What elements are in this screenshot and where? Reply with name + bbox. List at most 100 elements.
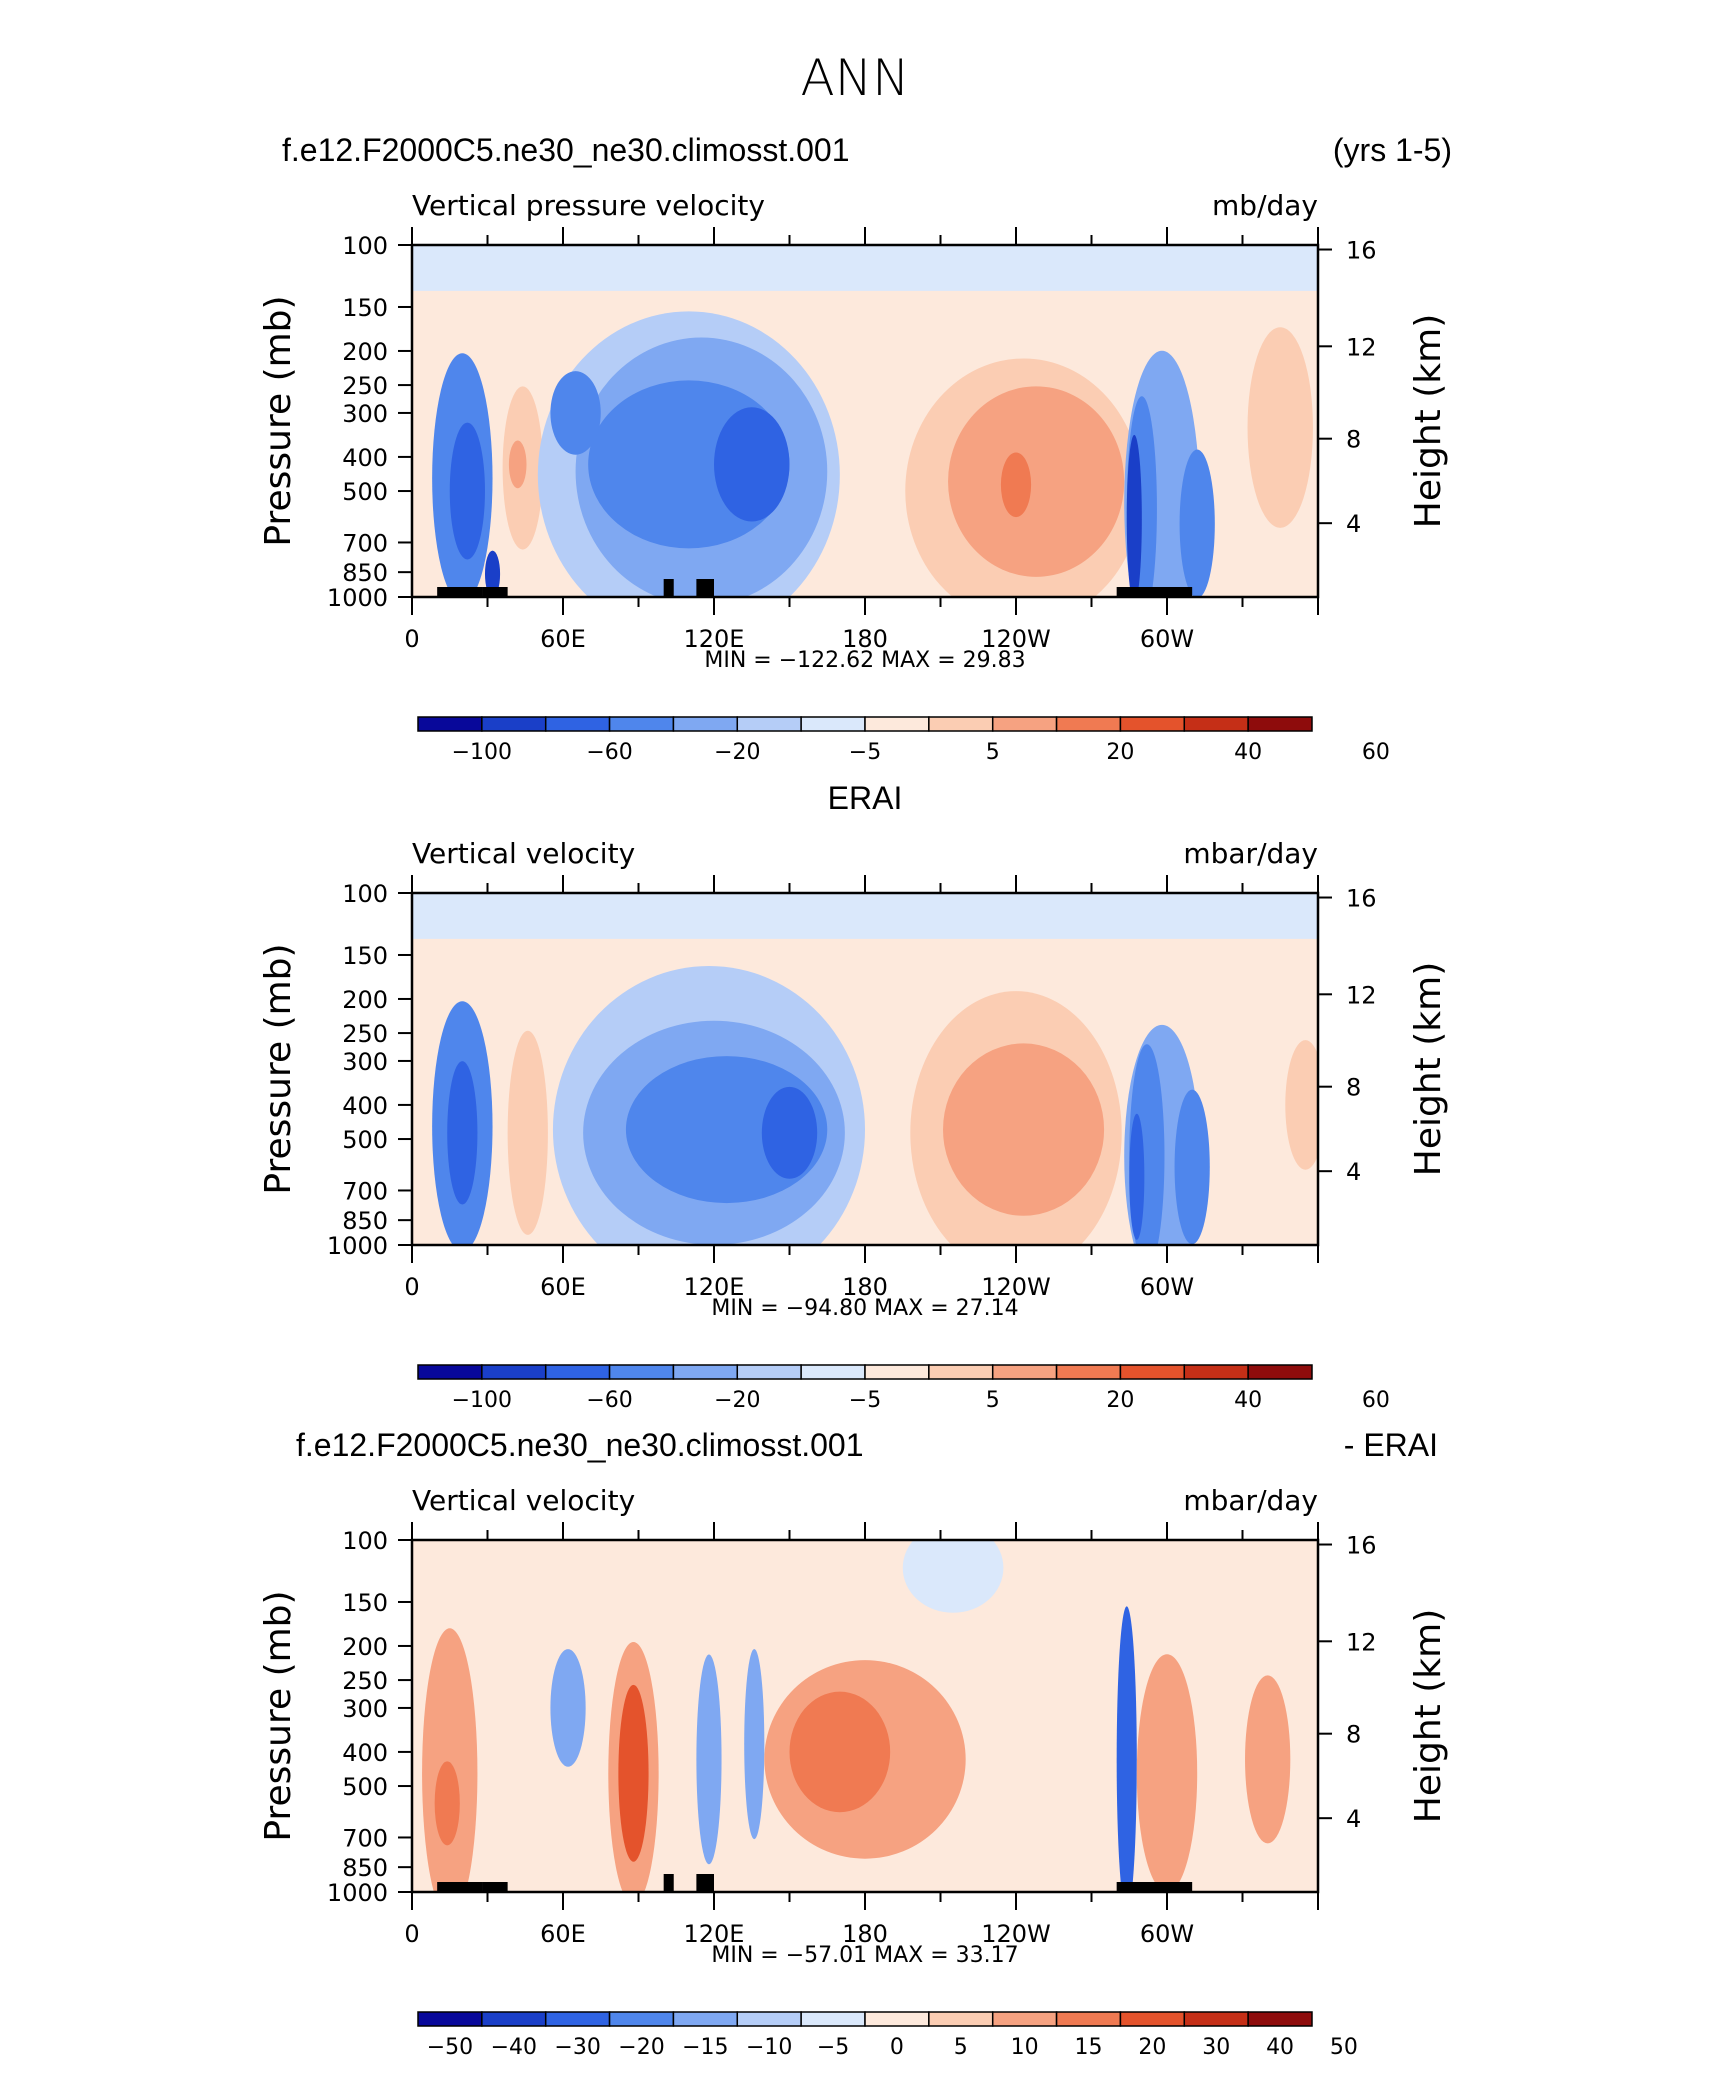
topography-mask: [482, 587, 508, 597]
colorbar-swatch: [608, 716, 675, 732]
contour-region: [696, 1654, 722, 1865]
colorbar-label: −100: [452, 1388, 512, 1413]
colorbar-swatch: [417, 1364, 483, 1380]
y-tick-label: 850: [342, 1854, 388, 1882]
topography-mask: [437, 1882, 483, 1892]
y2-tick-label: 12: [1346, 1628, 1377, 1656]
variable-label: Vertical velocity: [412, 1484, 635, 1517]
colorbar-label: 60: [1362, 1388, 1390, 1413]
y2-tick-label: 16: [1346, 1532, 1377, 1560]
y-tick-label: 1000: [327, 1879, 388, 1907]
contour-region: [1245, 1675, 1291, 1844]
y-tick-label: 250: [342, 1667, 388, 1695]
y-axis-title: Pressure (mb): [258, 1590, 299, 1841]
figure-title: ANN: [800, 49, 909, 107]
contour-region: [1174, 1089, 1210, 1245]
topography-mask: [663, 1874, 674, 1892]
x-tick-label: 60E: [540, 625, 586, 653]
topography-mask: [696, 1874, 714, 1892]
colorbar-label: −50: [427, 2035, 473, 2060]
colorbar-swatch: [481, 1364, 547, 1380]
contour-region: [789, 1691, 891, 1813]
y-tick-label: 300: [342, 1695, 388, 1723]
contour-region: [1247, 327, 1313, 528]
topography-mask: [1116, 587, 1193, 597]
contour-region: [1129, 1113, 1145, 1240]
contour-region: [550, 1649, 586, 1767]
y2-tick-label: 4: [1346, 510, 1361, 538]
y2-axis-title: Height (km): [1408, 962, 1449, 1176]
units-label: mbar/day: [1183, 1484, 1318, 1517]
y-tick-label: 1000: [327, 584, 388, 612]
y-tick-label: 700: [342, 1824, 388, 1852]
y-tick-label: 400: [342, 444, 388, 472]
panel-years-label: - ERAI: [1344, 1427, 1438, 1463]
x-tick-label: 0: [404, 625, 419, 653]
colorbar-swatch: [991, 1364, 1058, 1380]
colorbar-label: 5: [986, 740, 1000, 765]
units-label: mb/day: [1212, 189, 1318, 222]
y-tick-label: 300: [342, 400, 388, 428]
variable-label: Vertical velocity: [412, 837, 635, 870]
colorbar-label: −60: [586, 1388, 632, 1413]
x-tick-label: 120E: [684, 625, 745, 653]
colorbar-label: 20: [1106, 1388, 1134, 1413]
topography-mask: [696, 579, 714, 597]
colorbar-swatch: [800, 2011, 866, 2027]
topography-mask: [482, 1882, 508, 1892]
contour-region: [507, 1030, 548, 1235]
colorbar-swatch: [417, 716, 483, 732]
colorbar-swatch: [544, 1364, 611, 1380]
contour-band: [412, 893, 1318, 939]
colorbar-swatch: [1183, 1364, 1249, 1380]
colorbar-swatch: [1247, 1364, 1313, 1380]
colorbar-swatch: [1055, 2011, 1122, 2027]
colorbar-label: −15: [682, 2035, 728, 2060]
y-tick-label: 150: [342, 294, 388, 322]
contour-region: [943, 1043, 1105, 1216]
x-tick-label: 60W: [1140, 625, 1194, 653]
units-label: mbar/day: [1183, 837, 1318, 870]
contour-region: [714, 407, 790, 522]
colorbar-label: 5: [986, 1388, 1000, 1413]
colorbar: −100 −60 −20 −5 5 20 40 60: [417, 716, 1390, 765]
colorbar-swatch: [800, 1364, 866, 1380]
y2-tick-label: 16: [1346, 237, 1377, 265]
y-tick-label: 250: [342, 372, 388, 400]
colorbar-swatch: [544, 716, 611, 732]
colorbar-label: −60: [586, 740, 632, 765]
colorbar-swatch: [1183, 716, 1249, 732]
colorbar-swatch: [608, 1364, 675, 1380]
colorbar-swatch: [672, 2011, 739, 2027]
colorbar-label: 40: [1266, 2035, 1294, 2060]
colorbar-swatch: [1055, 1364, 1122, 1380]
colorbar-swatch: [1055, 716, 1122, 732]
contour-region: [1000, 452, 1032, 518]
contour-field: [412, 893, 1318, 1245]
variable-label: Vertical pressure velocity: [412, 189, 765, 222]
y-tick-label: 100: [342, 1527, 388, 1555]
y-tick-label: 100: [342, 232, 388, 260]
contour-region: [1126, 434, 1142, 597]
y2-tick-label: 16: [1346, 885, 1377, 913]
y-tick-label: 850: [342, 559, 388, 587]
colorbar-swatch: [672, 716, 739, 732]
colorbar-swatch: [417, 2011, 483, 2027]
panel-case-label: ERAI: [828, 780, 903, 816]
colorbar-swatch: [864, 716, 930, 732]
colorbar-swatch: [864, 1364, 930, 1380]
contour-region: [550, 371, 601, 455]
x-tick-label: 120E: [684, 1920, 745, 1948]
y-tick-label: 150: [342, 1589, 388, 1617]
y-tick-label: 250: [342, 1020, 388, 1048]
y-tick-label: 200: [342, 986, 388, 1014]
colorbar-swatch: [1119, 716, 1186, 732]
colorbar-label: −20: [618, 2035, 664, 2060]
y-tick-label: 700: [342, 1177, 388, 1205]
x-tick-label: 180: [842, 1920, 888, 1948]
colorbar-swatch: [1247, 716, 1313, 732]
colorbar-label: −20: [714, 740, 760, 765]
x-tick-label: 180: [842, 625, 888, 653]
x-tick-label: 60W: [1140, 1273, 1194, 1301]
topography-mask: [437, 587, 483, 597]
